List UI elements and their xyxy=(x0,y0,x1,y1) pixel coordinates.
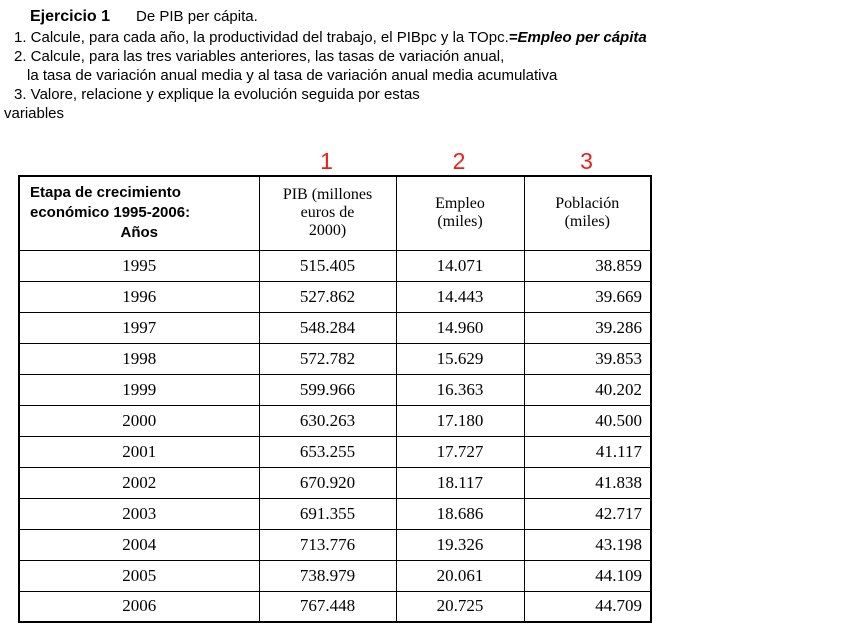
pib-cell: 548.284 xyxy=(258,311,397,344)
title-row: Ejercicio 1 De PIB per cápita. xyxy=(0,0,848,26)
pib-cell: 527.862 xyxy=(258,280,397,313)
poblacion-cell: 39.669 xyxy=(523,280,652,313)
column-markers: 1 2 3 xyxy=(18,149,848,173)
column-header: PIB (millones euros de 2000) xyxy=(258,175,397,251)
table-row: 1996 527.862 14.443 39.669 xyxy=(18,280,652,313)
pib-cell: 691.355 xyxy=(258,497,397,530)
empleo-cell: 17.180 xyxy=(395,404,525,437)
poblacion-cell: 40.202 xyxy=(523,373,652,406)
table-row: 1998 572.782 15.629 39.853 xyxy=(18,342,652,375)
exercise-subtitle: De PIB per cápita. xyxy=(136,8,258,25)
year-cell: 1998 xyxy=(18,342,260,375)
table-row: 2001 653.255 17.727 41.117 xyxy=(18,435,652,468)
year-cell: 1997 xyxy=(18,311,260,344)
column-header: Empleo (miles) xyxy=(395,175,525,251)
column-marker-1: 1 xyxy=(320,148,333,174)
column-header: Población (miles) xyxy=(523,175,652,251)
pib-cell: 630.263 xyxy=(258,404,397,437)
table-row: 2002 670.920 18.117 41.838 xyxy=(18,466,652,499)
table-header-row: Etapa de crecimiento económico 1995-2006:… xyxy=(18,175,652,251)
table-row: 2000 630.263 17.180 40.500 xyxy=(18,404,652,437)
table-row: 2005 738.979 20.061 44.109 xyxy=(18,559,652,592)
year-cell: 2002 xyxy=(18,466,260,499)
year-cell: 2006 xyxy=(18,590,260,623)
instruction-1-text: 1. Calcule, para cada año, la productivi… xyxy=(14,29,509,46)
pib-cell: 670.920 xyxy=(258,466,397,499)
pib-cell: 738.979 xyxy=(258,559,397,592)
poblacion-cell: 44.709 xyxy=(523,590,652,623)
year-cell: 2004 xyxy=(18,528,260,561)
year-cell: 2001 xyxy=(18,435,260,468)
year-cell: 1996 xyxy=(18,280,260,313)
table-row: 1999 599.966 16.363 40.202 xyxy=(18,373,652,406)
empleo-cell: 20.725 xyxy=(395,590,525,623)
pib-cell: 599.966 xyxy=(258,373,397,406)
empleo-cell: 15.629 xyxy=(395,342,525,375)
pib-cell: 713.776 xyxy=(258,528,397,561)
poblacion-cell: 39.853 xyxy=(523,342,652,375)
pib-cell: 515.405 xyxy=(258,249,397,282)
column-header: Etapa de crecimiento económico 1995-2006:… xyxy=(18,175,260,251)
poblacion-cell: 43.198 xyxy=(523,528,652,561)
table-row: 2003 691.355 18.686 42.717 xyxy=(18,497,652,530)
data-table: Etapa de crecimiento económico 1995-2006:… xyxy=(18,175,652,623)
pib-cell: 653.255 xyxy=(258,435,397,468)
empleo-cell: 20.061 xyxy=(395,559,525,592)
column-marker-3: 3 xyxy=(580,148,593,174)
poblacion-cell: 39.286 xyxy=(523,311,652,344)
instruction-2-continued: la tasa de variación anual media y al ta… xyxy=(27,67,558,84)
poblacion-cell: 41.117 xyxy=(523,435,652,468)
poblacion-cell: 44.109 xyxy=(523,559,652,592)
pib-cell: 767.448 xyxy=(258,590,397,623)
instructions: 1. Calcule, para cada año, la productivi… xyxy=(0,28,848,123)
poblacion-cell: 40.500 xyxy=(523,404,652,437)
table-row: 1997 548.284 14.960 39.286 xyxy=(18,311,652,344)
instruction-3: 3. Valore, relacione y explique la evolu… xyxy=(14,86,420,103)
empleo-cell: 18.686 xyxy=(395,497,525,530)
instruction-3-continued: variables xyxy=(4,105,65,122)
poblacion-cell: 41.838 xyxy=(523,466,652,499)
instruction-1-emphasis: =Empleo per cápita xyxy=(508,29,647,46)
table-row: 2006 767.448 20.725 44.709 xyxy=(18,590,652,623)
column-marker-2: 2 xyxy=(452,148,466,174)
year-cell: 1995 xyxy=(18,249,260,282)
exercise-title: Ejercicio 1 xyxy=(30,8,111,25)
table-row: 2004 713.776 19.326 43.198 xyxy=(18,528,652,561)
year-cell: 2005 xyxy=(18,559,260,592)
empleo-cell: 19.326 xyxy=(395,528,525,561)
marker-spacer xyxy=(18,149,258,173)
poblacion-cell: 38.859 xyxy=(523,249,652,282)
pib-cell: 572.782 xyxy=(258,342,397,375)
empleo-cell: 17.727 xyxy=(395,435,525,468)
empleo-cell: 18.117 xyxy=(395,466,525,499)
empleo-cell: 16.363 xyxy=(395,373,525,406)
table-row: 1995 515.405 14.071 38.859 xyxy=(18,249,652,282)
instruction-1: 1. Calcule, para cada año, la productivi… xyxy=(14,28,848,47)
empleo-cell: 14.071 xyxy=(395,249,525,282)
year-cell: 1999 xyxy=(18,373,260,406)
instruction-2: 2. Calcule, para las tres variables ante… xyxy=(14,48,505,65)
year-cell: 2000 xyxy=(18,404,260,437)
empleo-cell: 14.960 xyxy=(395,311,525,344)
year-cell: 2003 xyxy=(18,497,260,530)
poblacion-cell: 42.717 xyxy=(523,497,652,530)
empleo-cell: 14.443 xyxy=(395,280,525,313)
